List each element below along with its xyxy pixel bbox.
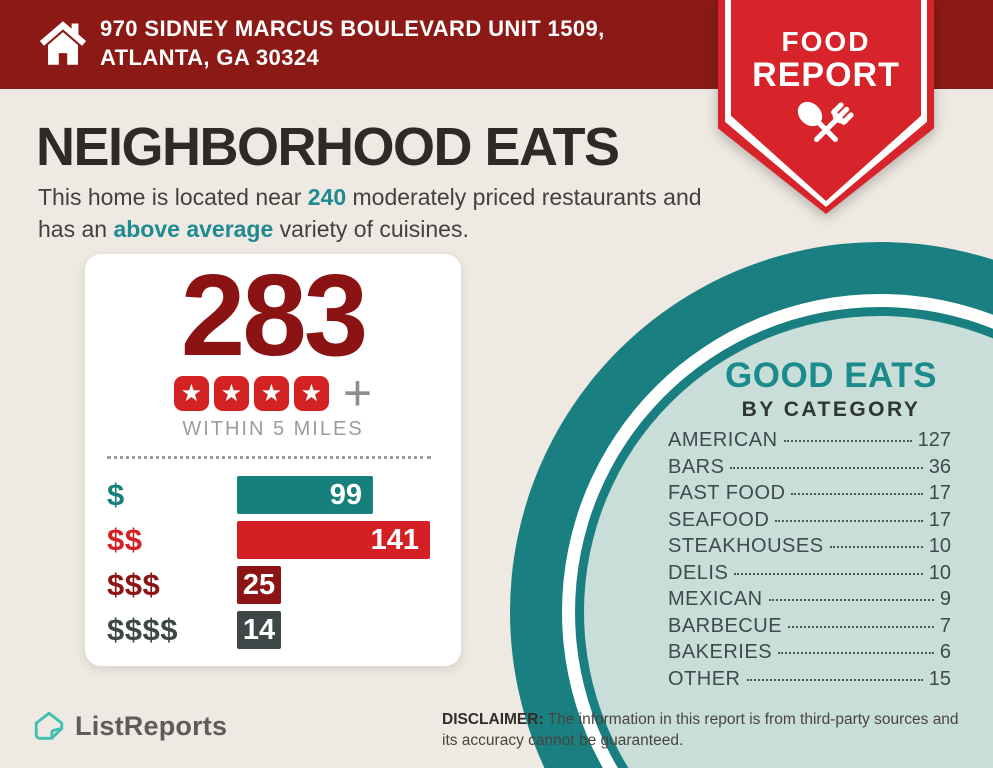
badge-title-line1: FOOD (781, 26, 871, 57)
price-bar-chart: $99 $$ 141 $$$ 25 $$$$ 14 (107, 476, 441, 650)
category-name: BAKERIES (668, 641, 773, 663)
dotted-leader (778, 652, 934, 654)
bar-value: 141 (370, 523, 419, 556)
category-row: MEXICAN 9 (668, 588, 951, 615)
subtitle-text: variety of cuisines. (273, 216, 469, 243)
listreports-brand: ListReports (32, 709, 227, 743)
category-name: FAST FOOD (668, 482, 786, 504)
dotted-leader (791, 493, 923, 495)
disclaimer: DISCLAIMER: The information in this repo… (442, 710, 977, 752)
category-name: MEXICAN (668, 588, 763, 610)
star-icon: ★ (213, 375, 249, 411)
dotted-divider (107, 456, 431, 460)
star-icon: ★ (293, 375, 329, 411)
category-row: BARBECUE 7 (668, 615, 951, 642)
subtitle-text: This home is located near (38, 184, 308, 210)
bar-value: 25 (242, 568, 276, 601)
category-row: FAST FOOD 17 (668, 482, 951, 509)
disclaimer-text: The information in this report is from t… (442, 711, 959, 749)
bar: 25 (237, 566, 281, 605)
dotted-leader (746, 678, 923, 681)
bar-row: $99 (107, 476, 441, 515)
price-tier-label: $$ (107, 522, 143, 558)
category-count: 127 (917, 429, 951, 451)
category-row: BAKERIES 6 (668, 641, 951, 668)
category-count: 10 (928, 535, 951, 557)
star-row: ★ ★ ★ ★ + (85, 365, 461, 422)
restaurant-stats-card: 283 ★ ★ ★ ★ + WITHIN 5 MILES $99 $$ 141 $$$ 25 $$… (85, 254, 461, 666)
home-icon (39, 21, 87, 65)
bar: 99 (237, 476, 373, 515)
category-count: 7 (939, 614, 951, 637)
radius-label: WITHIN 5 MILES (182, 418, 364, 441)
dotted-leader (768, 599, 934, 601)
category-row: AMERICAN 127 (668, 429, 951, 456)
category-count: 36 (928, 455, 951, 478)
category-name: STEAKHOUSES (668, 535, 824, 557)
category-count: 6 (939, 641, 951, 663)
subtitle-highlight: 240 (307, 184, 347, 210)
category-row: DELIS 10 (668, 562, 951, 589)
page-title: NEIGHBORHOOD EATS (36, 117, 620, 177)
bar-value: 14 (242, 613, 276, 646)
category-count: 15 (928, 667, 951, 690)
listreports-house-icon (34, 711, 64, 740)
category-name: AMERICAN (668, 429, 778, 451)
good-eats-circle (510, 242, 993, 768)
dotted-leader (730, 466, 923, 469)
star-icon: ★ (253, 375, 289, 411)
category-count: 17 (928, 482, 951, 504)
price-tier-label: $$$ (107, 567, 161, 603)
good-eats-subtitle: BY CATEGORY (741, 398, 921, 421)
star-icon: ★ (173, 375, 209, 411)
property-address: 970 SIDNEY MARCUS BOULEVARD UNIT 1509, A… (100, 16, 605, 70)
category-count: 17 (928, 508, 951, 531)
brand-name: ListReports (75, 710, 228, 741)
total-restaurants-count: 283 (180, 250, 369, 380)
category-count: 9 (939, 588, 951, 610)
bar: 14 (237, 611, 281, 650)
category-name: SEAFOOD (668, 508, 770, 531)
dotted-leader (783, 440, 912, 442)
bar-row: $$ 141 (107, 521, 441, 560)
badge-title-line2: REPORT (752, 56, 900, 94)
food-report-badge: FOOD REPORT (718, 0, 934, 214)
category-list: AMERICAN 127 BARS 36 FAST FOOD 17 SEAFOOD 17 STE… (668, 429, 951, 694)
category-row: SEAFOOD 17 (668, 509, 951, 536)
disclaimer-label: DISCLAIMER: (442, 711, 544, 728)
dotted-leader (775, 519, 923, 522)
good-eats-heading: GOOD EATS BY CATEGORY (660, 356, 993, 422)
report-subtitle: This home is located near 240 moderately… (38, 181, 743, 245)
category-name: DELIS (668, 561, 729, 584)
bar-row: $$$ 25 (107, 566, 441, 605)
plus-icon: + (342, 365, 373, 422)
subtitle-text: moderately priced restaurants and has an (38, 184, 702, 243)
dotted-leader (734, 572, 923, 575)
category-count: 10 (928, 561, 951, 584)
category-name: BARBECUE (668, 614, 783, 637)
bar-row: $$$$ 14 (107, 611, 441, 650)
dotted-leader (829, 546, 923, 548)
dotted-leader (788, 625, 934, 628)
category-row: BARS 36 (668, 456, 951, 483)
good-eats-title: GOOD EATS (725, 356, 937, 395)
bar: 141 (237, 521, 430, 560)
price-tier-label: $$$$ (107, 612, 178, 648)
price-tier-label: $ (107, 477, 125, 513)
bar-value: 99 (329, 478, 362, 511)
category-row: STEAKHOUSES 10 (668, 535, 951, 562)
category-name: OTHER (668, 667, 741, 690)
subtitle-highlight: above average (113, 216, 274, 243)
utensils-crossed-icon (797, 101, 854, 142)
category-name: BARS (668, 455, 725, 478)
category-row: OTHER 15 (668, 668, 951, 695)
